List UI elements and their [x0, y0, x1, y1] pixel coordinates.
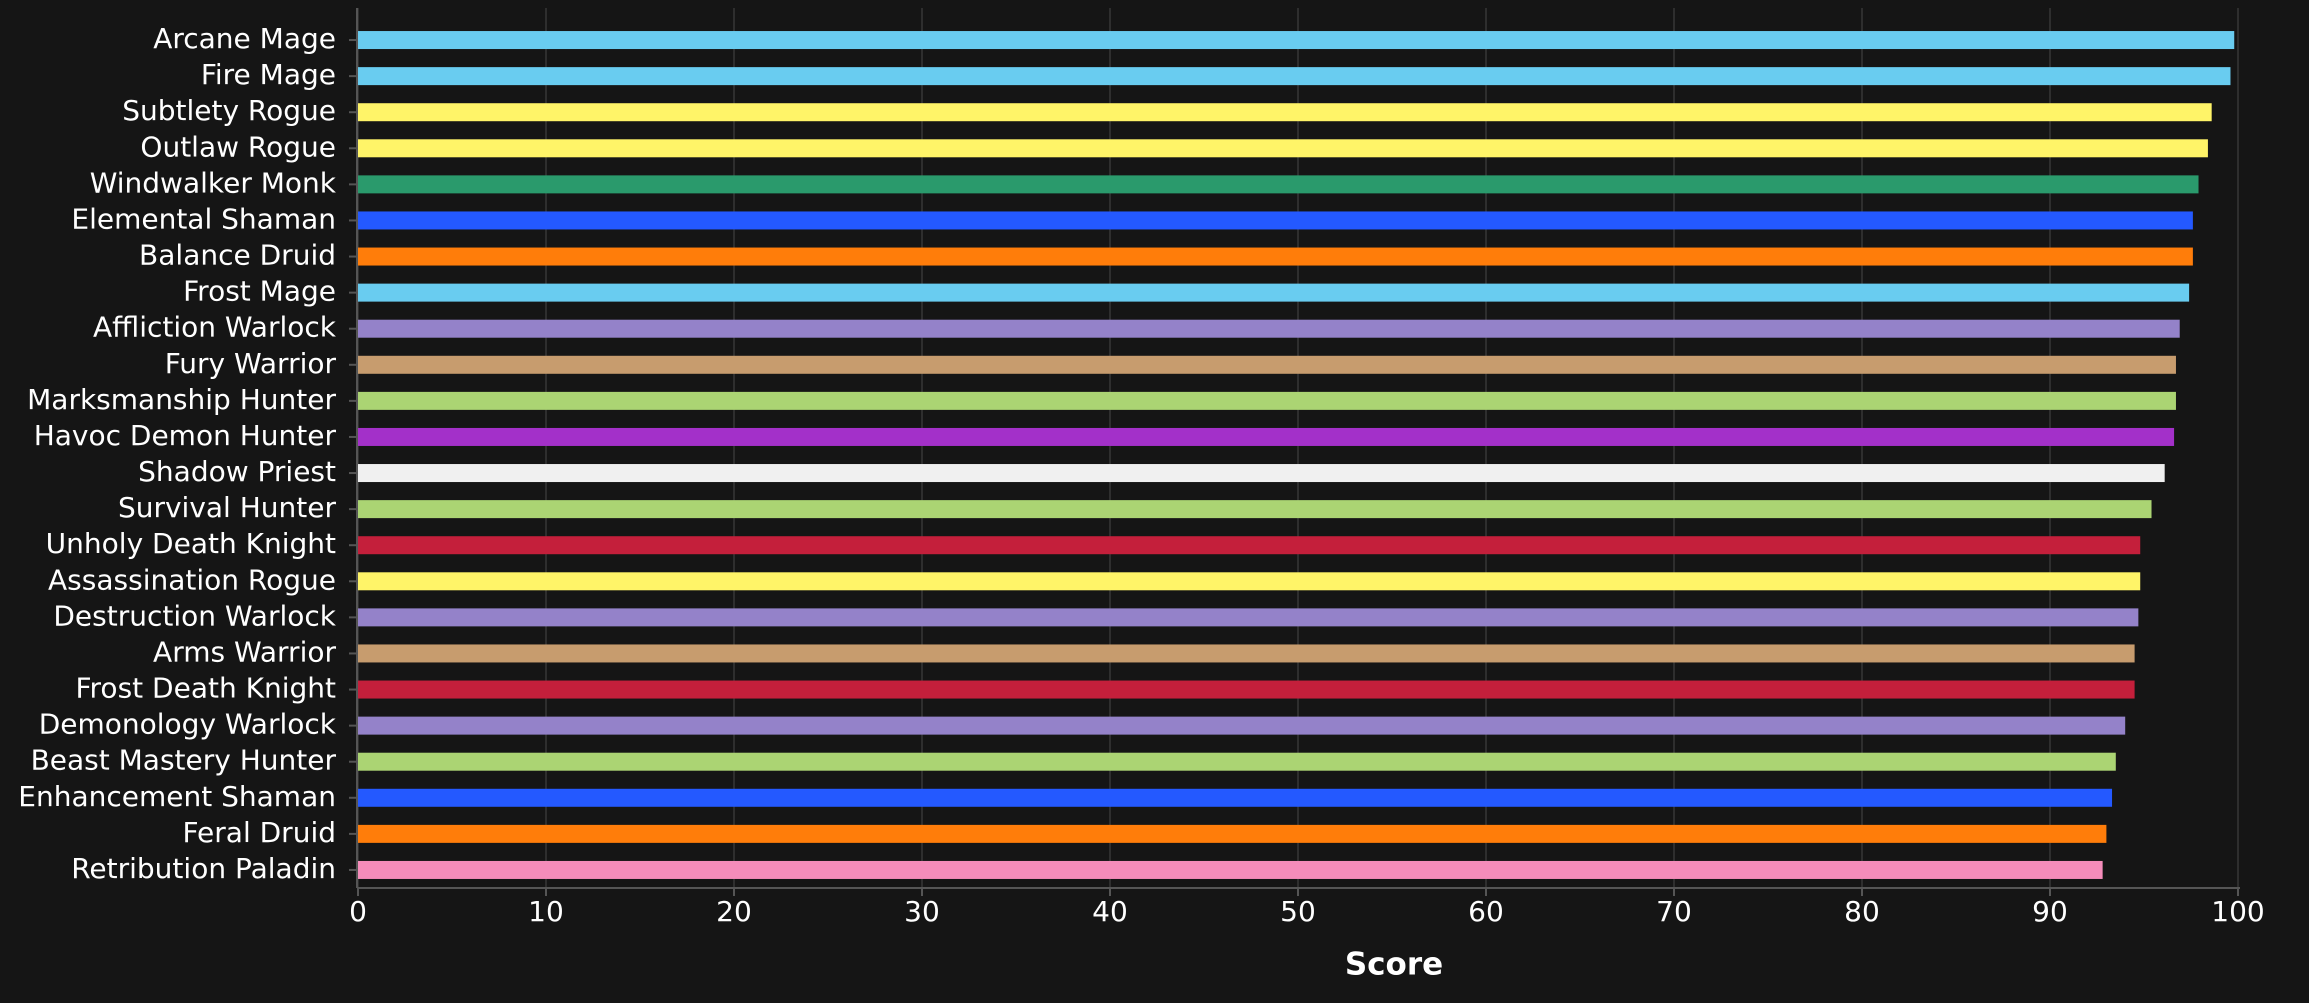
bar: [358, 319, 2180, 338]
bar: [358, 824, 2107, 843]
y-tick-label: Fire Mage: [201, 58, 336, 91]
bar: [358, 139, 2208, 158]
y-tick-label: Elemental Shaman: [71, 202, 336, 235]
bar: [358, 67, 2231, 86]
bar: [358, 464, 2165, 483]
bar: [358, 283, 2190, 302]
x-tick-label: 100: [2211, 895, 2264, 928]
bar: [358, 536, 2141, 555]
bar: [358, 644, 2135, 663]
x-axis-label: Score: [1345, 947, 1443, 983]
bar: [358, 788, 2113, 807]
bar: [358, 427, 2175, 446]
bar: [358, 500, 2152, 519]
bar: [358, 175, 2199, 194]
y-tick-label: Shadow Priest: [138, 455, 336, 488]
bar: [358, 752, 2116, 771]
y-tick-label: Frost Death Knight: [75, 672, 336, 705]
bar: [358, 211, 2193, 230]
x-tick-label: 60: [1468, 895, 1504, 928]
y-tick-label: Demonology Warlock: [39, 708, 337, 741]
x-tick-label: 40: [1092, 895, 1128, 928]
y-tick-label: Arms Warrior: [153, 635, 336, 668]
y-tick-label: Balance Druid: [139, 239, 336, 272]
y-tick-label: Feral Druid: [182, 816, 336, 849]
bar: [358, 572, 2141, 591]
bar: [358, 355, 2176, 374]
bar: [358, 247, 2193, 266]
x-tick-label: 10: [528, 895, 564, 928]
y-tick-label: Beast Mastery Hunter: [31, 744, 337, 777]
bar: [358, 391, 2176, 410]
x-tick-label: 90: [2032, 895, 2068, 928]
y-tick-label: Fury Warrior: [165, 347, 337, 380]
x-tick-label: 80: [1844, 895, 1880, 928]
bar: [358, 103, 2212, 122]
x-tick-label: 0: [349, 895, 367, 928]
y-tick-label: Destruction Warlock: [53, 599, 336, 632]
bar: [358, 31, 2235, 50]
y-tick-label: Survival Hunter: [118, 491, 337, 524]
y-tick-label: Retribution Paladin: [71, 852, 336, 885]
y-tick-label: Unholy Death Knight: [46, 527, 336, 560]
x-tick-label: 50: [1280, 895, 1316, 928]
y-tick-label: Assassination Rogue: [48, 563, 336, 596]
x-tick-label: 70: [1656, 895, 1692, 928]
y-tick-label: Arcane Mage: [153, 22, 336, 55]
y-tick-label: Windwalker Monk: [90, 166, 337, 199]
bar: [358, 716, 2126, 735]
x-tick-label: 20: [716, 895, 752, 928]
x-tick-label: 30: [904, 895, 940, 928]
bar: [358, 860, 2103, 879]
y-tick-label: Enhancement Shaman: [18, 780, 336, 813]
bar: [358, 680, 2135, 699]
y-tick-label: Affliction Warlock: [93, 311, 337, 344]
bar: [358, 608, 2139, 627]
y-tick-label: Frost Mage: [183, 275, 336, 308]
y-tick-label: Outlaw Rogue: [140, 130, 336, 163]
y-tick-label: Havoc Demon Hunter: [34, 419, 337, 452]
y-tick-label: Marksmanship Hunter: [27, 383, 336, 416]
y-tick-label: Subtlety Rogue: [122, 94, 336, 127]
